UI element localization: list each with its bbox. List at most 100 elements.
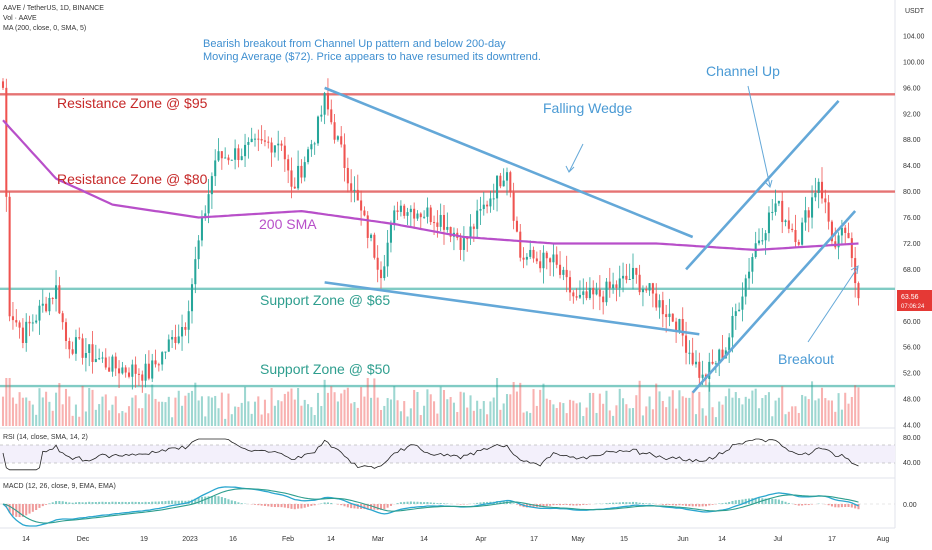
macd-histogram-bar bbox=[366, 504, 369, 510]
candle-body bbox=[505, 172, 509, 181]
candle-body bbox=[462, 238, 465, 250]
macd-histogram-bar bbox=[675, 504, 678, 506]
candle-body bbox=[515, 220, 518, 232]
candle-body bbox=[343, 144, 346, 168]
macd-histogram-bar bbox=[137, 501, 140, 504]
volume-bar bbox=[555, 408, 558, 426]
volume-bar bbox=[174, 397, 177, 426]
price-tick: 84.00 bbox=[903, 163, 921, 170]
macd-histogram-bar bbox=[74, 502, 77, 504]
candle-body bbox=[383, 266, 386, 279]
candle-body bbox=[804, 210, 807, 223]
macd-histogram-bar bbox=[741, 499, 744, 504]
macd-histogram-bar bbox=[273, 504, 276, 508]
candle-body bbox=[25, 321, 28, 343]
candle-body bbox=[94, 359, 97, 362]
candle-body bbox=[58, 285, 61, 314]
symbol-header: AAVE / TetherUS, 1D, BINANCE bbox=[3, 5, 104, 12]
candle-body bbox=[336, 136, 339, 140]
candle-body bbox=[787, 220, 790, 229]
volume-bar bbox=[197, 400, 200, 426]
currency-label: USDT bbox=[905, 8, 925, 15]
volume-bar bbox=[718, 401, 721, 426]
volume-bar bbox=[366, 378, 369, 426]
volume-bar bbox=[157, 401, 160, 426]
candle-body bbox=[595, 289, 598, 295]
candle-body bbox=[157, 364, 160, 366]
macd-histogram-bar bbox=[419, 501, 422, 504]
candle-body bbox=[147, 363, 150, 379]
volume-bar bbox=[635, 395, 638, 426]
volume-bar bbox=[486, 414, 489, 426]
macd-histogram-bar bbox=[678, 504, 681, 506]
candle-body bbox=[771, 211, 774, 213]
macd-histogram-bar bbox=[572, 504, 575, 506]
macd-histogram-bar bbox=[78, 502, 81, 504]
macd-histogram-bar bbox=[850, 504, 853, 508]
volume-bar bbox=[582, 416, 585, 426]
candle-body bbox=[688, 352, 691, 354]
trendline-channel-up-lower bbox=[691, 210, 857, 394]
macd-histogram-bar bbox=[834, 504, 837, 508]
volume-bar bbox=[320, 406, 323, 426]
volume-bar bbox=[118, 413, 121, 426]
candle-body bbox=[555, 254, 558, 265]
candle-body bbox=[84, 352, 87, 358]
candle-body bbox=[320, 114, 323, 117]
candle-body bbox=[406, 212, 409, 216]
candle-body bbox=[227, 157, 230, 161]
price-tick: 80.00 bbox=[903, 189, 921, 196]
candle-body bbox=[791, 228, 794, 231]
volume-bar bbox=[665, 407, 668, 426]
volume-bar bbox=[588, 392, 591, 426]
candle-body bbox=[588, 287, 591, 299]
volume-bar bbox=[283, 393, 286, 426]
candle-body bbox=[131, 364, 134, 377]
volume-bar bbox=[592, 392, 595, 426]
candle-body bbox=[330, 109, 333, 123]
volume-bar bbox=[330, 386, 333, 426]
candle-body bbox=[144, 363, 147, 381]
time-tick: Apr bbox=[476, 536, 488, 543]
macd-histogram-bar bbox=[379, 504, 383, 510]
time-tick: 16 bbox=[229, 536, 237, 543]
volume-bar bbox=[714, 417, 717, 426]
macd-histogram-bar bbox=[575, 504, 578, 506]
volume-bar bbox=[708, 382, 711, 426]
volume-bar bbox=[738, 398, 741, 426]
volume-bar bbox=[648, 396, 651, 426]
candle-body bbox=[694, 361, 698, 365]
trendlines bbox=[324, 86, 857, 394]
candle-body bbox=[350, 183, 353, 191]
candle-body bbox=[366, 215, 369, 238]
candle-body bbox=[204, 213, 207, 218]
candle-body bbox=[811, 197, 814, 218]
volume-bar bbox=[41, 397, 44, 426]
candle-body bbox=[714, 363, 717, 365]
candle-body bbox=[761, 240, 764, 242]
macd-histogram-bar bbox=[552, 504, 555, 506]
volume-bar bbox=[350, 403, 353, 426]
macd-histogram-bar bbox=[694, 504, 698, 507]
macd-histogram-bar bbox=[532, 504, 535, 508]
volume-bar bbox=[830, 400, 833, 426]
volume-bar bbox=[88, 388, 91, 426]
candle-body bbox=[210, 176, 213, 195]
volume-bar bbox=[658, 391, 661, 426]
macd-line bbox=[2, 486, 859, 527]
volume-bar bbox=[383, 405, 386, 426]
macd-histogram-bar bbox=[224, 498, 227, 504]
macd-histogram-bar bbox=[565, 504, 568, 505]
macd-histogram-bar bbox=[310, 504, 313, 506]
candle-body bbox=[376, 257, 379, 270]
macd-histogram-bar bbox=[267, 504, 270, 507]
volume-bar bbox=[655, 383, 658, 426]
volume-bar bbox=[28, 400, 31, 426]
volume-bar bbox=[565, 413, 568, 426]
volume-bar bbox=[472, 410, 475, 426]
macd-histogram-bar bbox=[194, 498, 197, 504]
macd-histogram-bar bbox=[691, 504, 694, 507]
price-tick: 72.00 bbox=[903, 241, 921, 248]
candle-body bbox=[545, 252, 548, 259]
